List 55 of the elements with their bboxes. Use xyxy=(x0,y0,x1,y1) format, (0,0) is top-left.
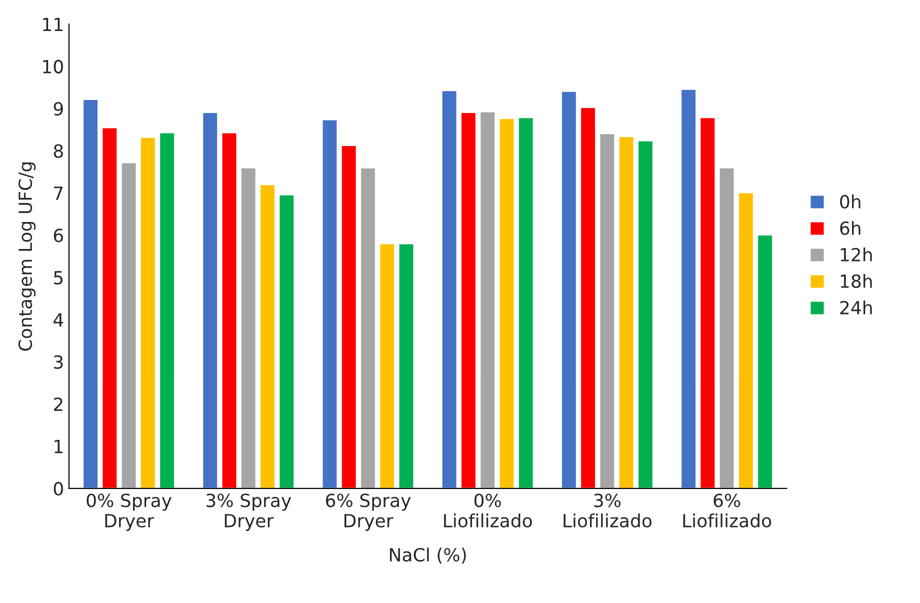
bar xyxy=(120,162,138,488)
bar xyxy=(580,106,596,488)
bar xyxy=(378,242,396,488)
bar xyxy=(202,112,218,488)
y-tick-label: 4 xyxy=(54,313,64,326)
y-tick-label: 0 xyxy=(54,482,63,496)
y-tick-label: 6 xyxy=(54,228,63,242)
bar xyxy=(637,140,654,488)
bar xyxy=(618,136,635,488)
x-tick-label: 0% Liofilizado xyxy=(444,494,532,528)
bar xyxy=(101,126,118,488)
bar xyxy=(278,194,296,488)
bar xyxy=(321,118,338,488)
bar xyxy=(82,98,99,488)
y-tick-label: 8 xyxy=(54,144,63,158)
bar xyxy=(756,234,774,488)
bar xyxy=(440,90,458,488)
bar xyxy=(479,110,496,488)
y-axis-title: Contagem Log UFC/g xyxy=(18,162,36,351)
bar xyxy=(699,116,716,488)
bar xyxy=(460,112,477,488)
bar xyxy=(259,184,276,488)
x-tick-label: 3% Spray Dryer xyxy=(206,494,292,531)
legend-label: 24h xyxy=(840,300,872,314)
bar xyxy=(158,132,176,488)
bar xyxy=(560,90,578,488)
y-tick-label: 10 xyxy=(43,60,63,74)
bar xyxy=(738,192,754,488)
legend-label: 18h xyxy=(840,274,872,288)
bar xyxy=(718,166,736,488)
legend-label: 6h xyxy=(840,221,860,236)
bar xyxy=(340,144,358,488)
y-tick-label: 9 xyxy=(54,102,63,116)
bar xyxy=(518,116,534,488)
y-tick-label: 11 xyxy=(43,18,62,31)
bar xyxy=(140,136,156,488)
y-tick-label: 7 xyxy=(54,186,63,200)
bar xyxy=(360,166,376,488)
bar xyxy=(498,118,516,488)
y-tick-label: 2 xyxy=(54,397,62,411)
x-tick-label: 6% Spray Dryer xyxy=(326,494,411,531)
y-tick-label: 3 xyxy=(54,355,63,369)
bar xyxy=(240,166,257,488)
x-tick-label: 0% Spray Dryer xyxy=(86,494,172,531)
x-axis-title: NaCl (%) xyxy=(390,548,466,564)
bar xyxy=(680,88,697,488)
legend-label: 0h xyxy=(840,194,860,209)
bar xyxy=(398,242,415,488)
y-tick-label: 1 xyxy=(54,440,62,454)
x-tick-label: 3% Liofilizado xyxy=(564,494,652,528)
bar xyxy=(220,132,238,488)
y-tick-label: 5 xyxy=(54,271,63,284)
bar xyxy=(598,132,616,488)
x-tick-label: 6% Liofilizado xyxy=(683,494,772,528)
legend-label: 12h xyxy=(840,248,872,262)
